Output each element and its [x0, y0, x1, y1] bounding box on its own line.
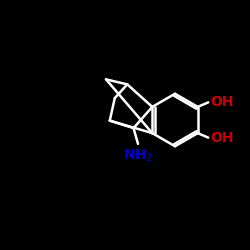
Text: OH: OH — [211, 130, 234, 144]
Text: NH$_2$: NH$_2$ — [123, 148, 153, 164]
Text: OH: OH — [211, 96, 234, 110]
